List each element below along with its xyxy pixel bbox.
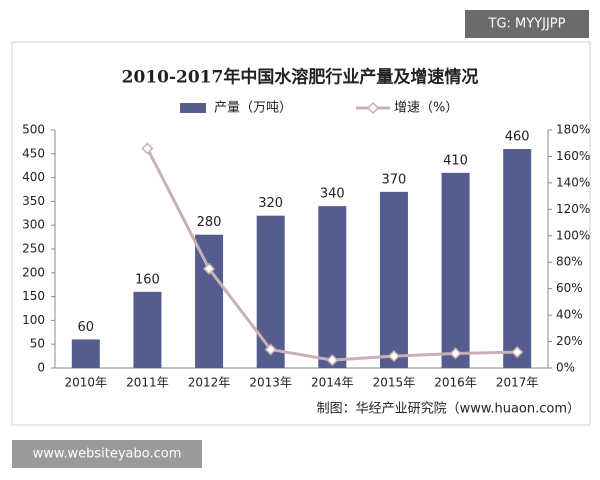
x-tick-label: 2013年 (249, 376, 292, 390)
watermark-box (12, 440, 202, 468)
legend-swatch (366, 101, 380, 115)
y-tick-label: 250 (22, 242, 45, 256)
y-tick-label: 500 (22, 123, 45, 137)
y2-tick-label: 40% (556, 308, 583, 322)
x-tick-label: 2017年 (496, 376, 539, 390)
marker (203, 262, 216, 275)
chart-title: 2010-2017年中国水溶肥行业产量及增速情况 (122, 67, 479, 88)
source-note: 制图：华经产业研究院（www.huaon.com） (317, 402, 580, 417)
bar (318, 206, 347, 368)
y-tick-label: 200 (22, 265, 45, 279)
y2-tick-label: 160% (556, 149, 590, 163)
y2-tick-label: 60% (556, 281, 583, 295)
x-tick-label: 2015年 (373, 376, 416, 390)
y2-tick-label: 80% (556, 255, 583, 269)
x-tick-label: 2011年 (126, 376, 169, 390)
y-tick-label: 50 (30, 337, 45, 351)
y-tick-label: 0 (37, 361, 45, 375)
data-label: 460 (505, 130, 530, 145)
x-tick-label: 2010年 (65, 376, 108, 390)
bar (71, 339, 100, 368)
legend-swatch (180, 103, 206, 113)
y2-tick-label: 0% (556, 361, 575, 375)
bar (379, 191, 408, 368)
legend-label: 增速（%） (394, 101, 458, 116)
y2-tick-label: 180% (556, 123, 590, 137)
legend-label: 产量（万吨） (214, 101, 292, 116)
data-label: 370 (382, 172, 407, 187)
marker (387, 350, 400, 363)
data-label: 340 (320, 187, 345, 202)
y2-tick-label: 120% (556, 202, 590, 216)
marker (141, 142, 154, 155)
watermark: www.websiteyabo.com (33, 447, 182, 462)
x-tick-label: 2012年 (188, 376, 231, 390)
bar (195, 234, 224, 368)
data-label: 160 (135, 272, 160, 287)
y-tick-label: 300 (22, 218, 45, 232)
marker (326, 354, 339, 367)
y2-tick-label: 100% (556, 228, 590, 242)
data-label: 60 (78, 320, 95, 335)
watermark-box (465, 10, 589, 38)
x-tick-label: 2016年 (434, 376, 477, 390)
y2-tick-label: 140% (556, 175, 590, 189)
y-tick-label: 100 (22, 313, 45, 327)
y-tick-label: 350 (22, 194, 45, 208)
watermark: TG: MYYJJPP (488, 17, 566, 32)
bar (441, 172, 470, 368)
y-tick-label: 150 (22, 289, 45, 303)
y-tick-label: 400 (22, 170, 45, 184)
x-tick-label: 2014年 (311, 376, 354, 390)
bar (256, 215, 285, 368)
data-label: 320 (258, 196, 283, 211)
data-label: 280 (197, 215, 222, 230)
marker (511, 346, 524, 359)
marker (264, 343, 277, 356)
bar (133, 291, 162, 368)
chart-frame (11, 41, 591, 426)
bar (503, 149, 532, 368)
y-tick-label: 450 (22, 146, 45, 160)
marker (449, 347, 462, 360)
y2-tick-label: 20% (556, 334, 583, 348)
data-label: 410 (443, 153, 468, 168)
